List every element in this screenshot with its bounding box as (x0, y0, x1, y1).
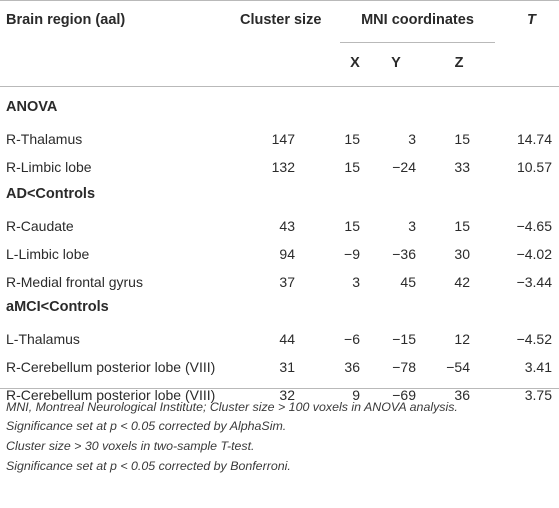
header-x: X (350, 55, 360, 71)
cell-t: 14.74 (516, 131, 552, 147)
header-bottom-rule (0, 86, 559, 87)
cell-y: 45 (400, 274, 416, 290)
cell-region: R-Limbic lobe (6, 159, 92, 175)
cell-y: −15 (392, 331, 416, 347)
header-z: Z (454, 55, 464, 71)
cell-z: 36 (454, 387, 470, 403)
cell-cluster: 37 (279, 274, 295, 290)
cell-x: −9 (344, 246, 360, 262)
cell-cluster: 32 (279, 387, 295, 403)
cell-x: 3 (352, 274, 360, 290)
cell-y: 3 (408, 218, 416, 234)
table-bottom-rule (0, 388, 559, 389)
cell-y: −69 (392, 387, 416, 403)
cell-z: 12 (454, 331, 470, 347)
cell-t: −4.65 (516, 218, 552, 234)
cell-t: 3.41 (524, 359, 552, 375)
cell-region: L-Limbic lobe (6, 246, 90, 262)
section-title: ANOVA (6, 99, 58, 115)
cell-region: R-Cerebellum posterior lobe (VIII) (6, 359, 216, 375)
cell-y: 3 (408, 131, 416, 147)
cell-t: 10.57 (516, 159, 552, 175)
cell-x: −6 (344, 331, 360, 347)
cell-x: 9 (352, 387, 360, 403)
footnote-3: Cluster size > 30 voxels in two-sample T… (6, 439, 255, 453)
cell-cluster: 31 (279, 359, 295, 375)
cell-t: −4.52 (516, 331, 552, 347)
cell-cluster: 147 (271, 131, 295, 147)
cell-x: 15 (344, 218, 360, 234)
cell-region: R-Caudate (6, 218, 74, 234)
cell-y: −24 (392, 159, 416, 175)
footnote-4: Significance set at p < 0.05 corrected b… (6, 459, 291, 473)
cell-y: −36 (392, 246, 416, 262)
header-mni-coordinates: MNI coordinates (361, 12, 474, 28)
section-title: aMCI<Controls (6, 299, 109, 315)
cell-region: R-Cerebellum posterior lobe (VIII) (6, 387, 216, 403)
cell-cluster: 43 (279, 218, 295, 234)
cell-t: 3.75 (524, 387, 552, 403)
cell-x: 15 (344, 131, 360, 147)
header-brain-region: Brain region (aal) (6, 12, 126, 28)
section-title: AD<Controls (6, 186, 96, 202)
header-y: Y (391, 55, 401, 71)
cell-z: 42 (454, 274, 470, 290)
header-t: T (527, 12, 536, 28)
cell-region: R-Medial frontal gyrus (6, 274, 143, 290)
cell-region: L-Thalamus (6, 331, 80, 347)
cell-t: −4.02 (516, 246, 552, 262)
cell-cluster: 94 (279, 246, 295, 262)
footnote-1: MNI, Montreal Neurological Institute; Cl… (6, 400, 458, 414)
cell-z: 15 (454, 218, 470, 234)
cell-z: −54 (446, 359, 470, 375)
cell-x: 36 (344, 359, 360, 375)
cell-y: −78 (392, 359, 416, 375)
mni-rule (340, 42, 495, 43)
cell-x: 15 (344, 159, 360, 175)
cell-cluster: 132 (271, 159, 295, 175)
cell-t: −3.44 (516, 274, 552, 290)
cell-z: 33 (454, 159, 470, 175)
header-cluster-size: Cluster size (240, 12, 322, 28)
cell-region: R-Thalamus (6, 131, 83, 147)
cell-z: 30 (454, 246, 470, 262)
top-rule (0, 0, 559, 1)
footnote-2: Significance set at p < 0.05 corrected b… (6, 419, 287, 433)
cell-z: 15 (454, 131, 470, 147)
cell-cluster: 44 (279, 331, 295, 347)
